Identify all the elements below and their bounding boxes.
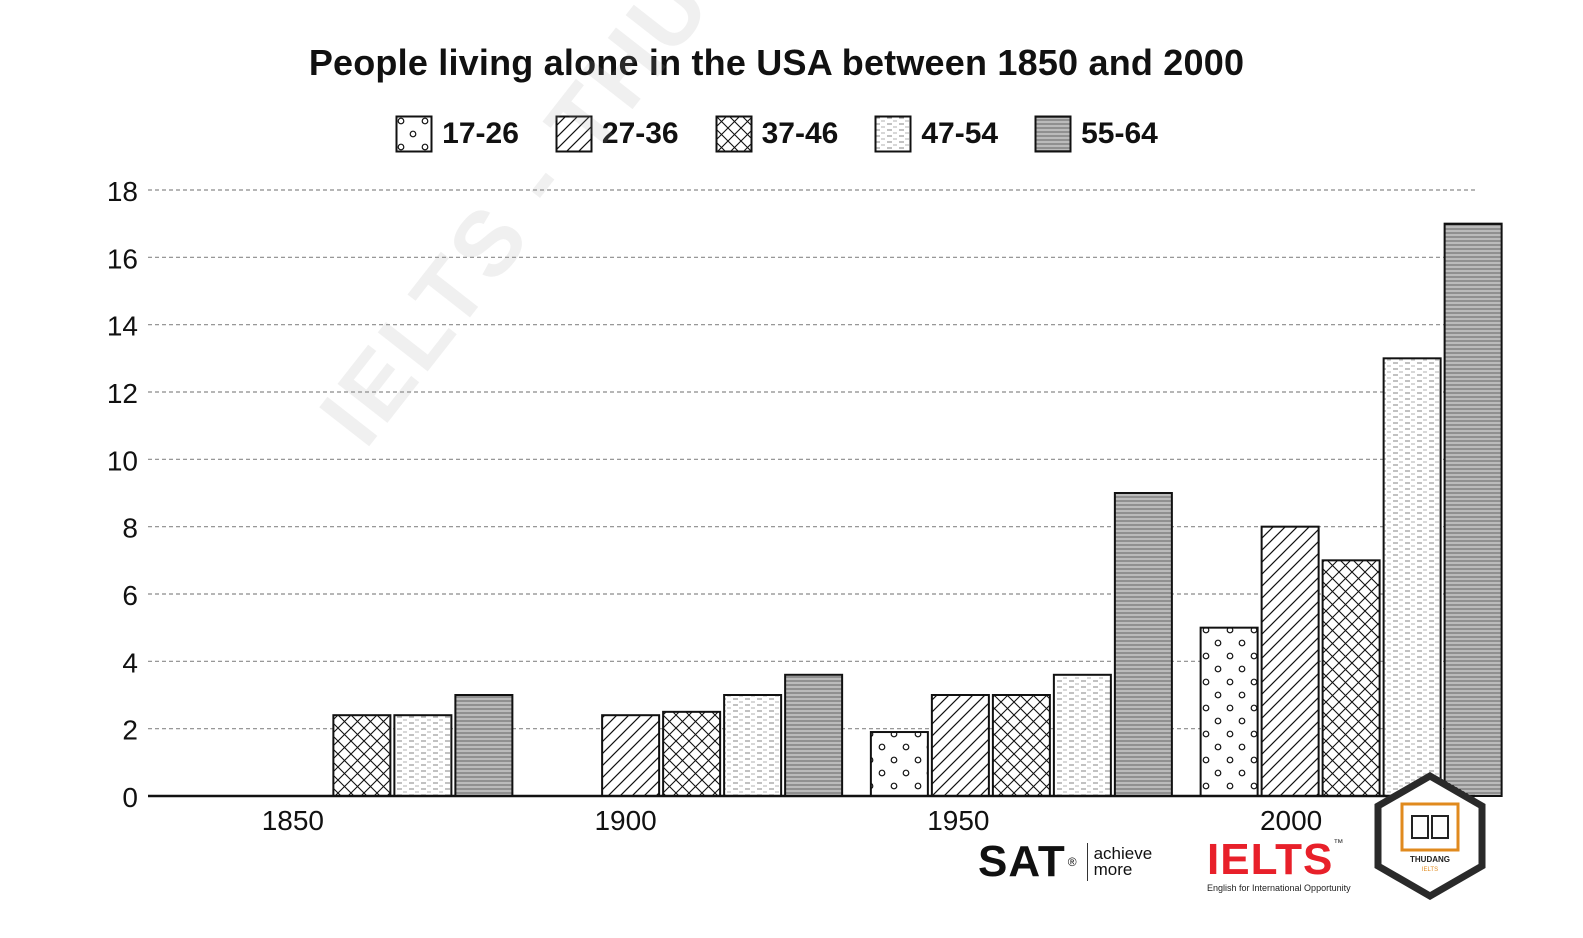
bar-1900-27-36: [601, 714, 661, 798]
legend-label: 55-64: [1081, 117, 1158, 150]
bar-2000-37-46: [1321, 559, 1381, 797]
x-tick-label: 1850: [262, 805, 324, 836]
y-tick-label: 16: [107, 243, 138, 274]
legend-swatch: [1034, 115, 1072, 153]
legend-swatch: [395, 115, 433, 153]
y-tick-label: 4: [122, 647, 138, 678]
bar-2000-55-64: [1443, 222, 1503, 797]
sat-tag-line2: more: [1093, 860, 1133, 879]
legend-label: 47-54: [921, 117, 999, 150]
sat-logo-reg: ®: [1067, 855, 1077, 869]
badge-text-top: THUDANG: [1410, 855, 1450, 864]
legend-item: 55-64: [1034, 115, 1158, 153]
bar-1850-37-46: [332, 714, 392, 798]
y-tick-label: 10: [107, 445, 138, 476]
bar-1900-37-46: [662, 710, 722, 797]
ielts-logo-tm: ™: [1333, 838, 1344, 849]
bar-1850-55-64: [454, 694, 514, 797]
chart-title: People living alone in the USA between 1…: [308, 42, 1245, 83]
ielts-logo-subtitle: English for International Opportunity: [1207, 883, 1351, 893]
legend-label: 37-46: [761, 117, 839, 150]
badge-text-bottom: IELTS: [1422, 867, 1438, 873]
y-tick-label: 14: [107, 311, 138, 342]
bar-1900-47-54: [723, 694, 783, 797]
legend-swatch: [874, 115, 912, 153]
bar-1950-37-46: [991, 694, 1051, 797]
legend-label: 17-26: [442, 117, 519, 150]
bar-1900-55-64: [784, 673, 844, 797]
y-tick-label: 12: [107, 378, 138, 409]
ielts-logo: IELTS™ English for International Opportu…: [1207, 835, 1351, 894]
y-tick-label: 0: [122, 782, 138, 813]
sat-logo-divider: [1086, 843, 1088, 881]
x-tick-label: 2000: [1260, 805, 1322, 836]
legend-item: 27-36: [555, 115, 679, 153]
ielts-logo-word: IELTS: [1207, 835, 1334, 884]
bar-1950-55-64: [1113, 492, 1173, 797]
y-tick-label: 18: [107, 176, 138, 207]
bar-1950-17-26: [869, 731, 929, 797]
legend-swatch: [715, 115, 753, 153]
legend-swatch: [555, 115, 593, 153]
bar-1950-27-36: [930, 694, 990, 797]
sat-logo-tagline: achieve more: [1093, 844, 1153, 879]
sat-logo: SAT ® achieve more: [978, 840, 1152, 884]
legend-label: 27-36: [601, 117, 679, 150]
legend-item: 37-46: [715, 115, 839, 153]
bar-1850-47-54: [393, 714, 453, 798]
y-tick-label: 6: [122, 580, 138, 611]
bar-2000-27-36: [1260, 525, 1320, 798]
legend-item: 47-54: [874, 115, 998, 153]
legend: 17-26 27-36 37-46 47-54 55-64: [0, 115, 1553, 153]
sat-tag-line1: achieve: [1093, 844, 1153, 863]
sat-logo-word: SAT: [978, 837, 1066, 886]
legend-item: 17-26: [395, 115, 519, 153]
bar-1950-47-54: [1052, 673, 1112, 797]
y-tick-label: 2: [122, 715, 138, 746]
thudang-badge-logo: THUDANG IELTS: [1374, 772, 1486, 900]
bar-2000-17-26: [1199, 626, 1259, 798]
x-tick-label: 1900: [594, 805, 656, 836]
x-tick-label: 1950: [927, 805, 989, 836]
y-tick-label: 8: [122, 513, 138, 544]
bar-2000-47-54: [1382, 357, 1442, 797]
